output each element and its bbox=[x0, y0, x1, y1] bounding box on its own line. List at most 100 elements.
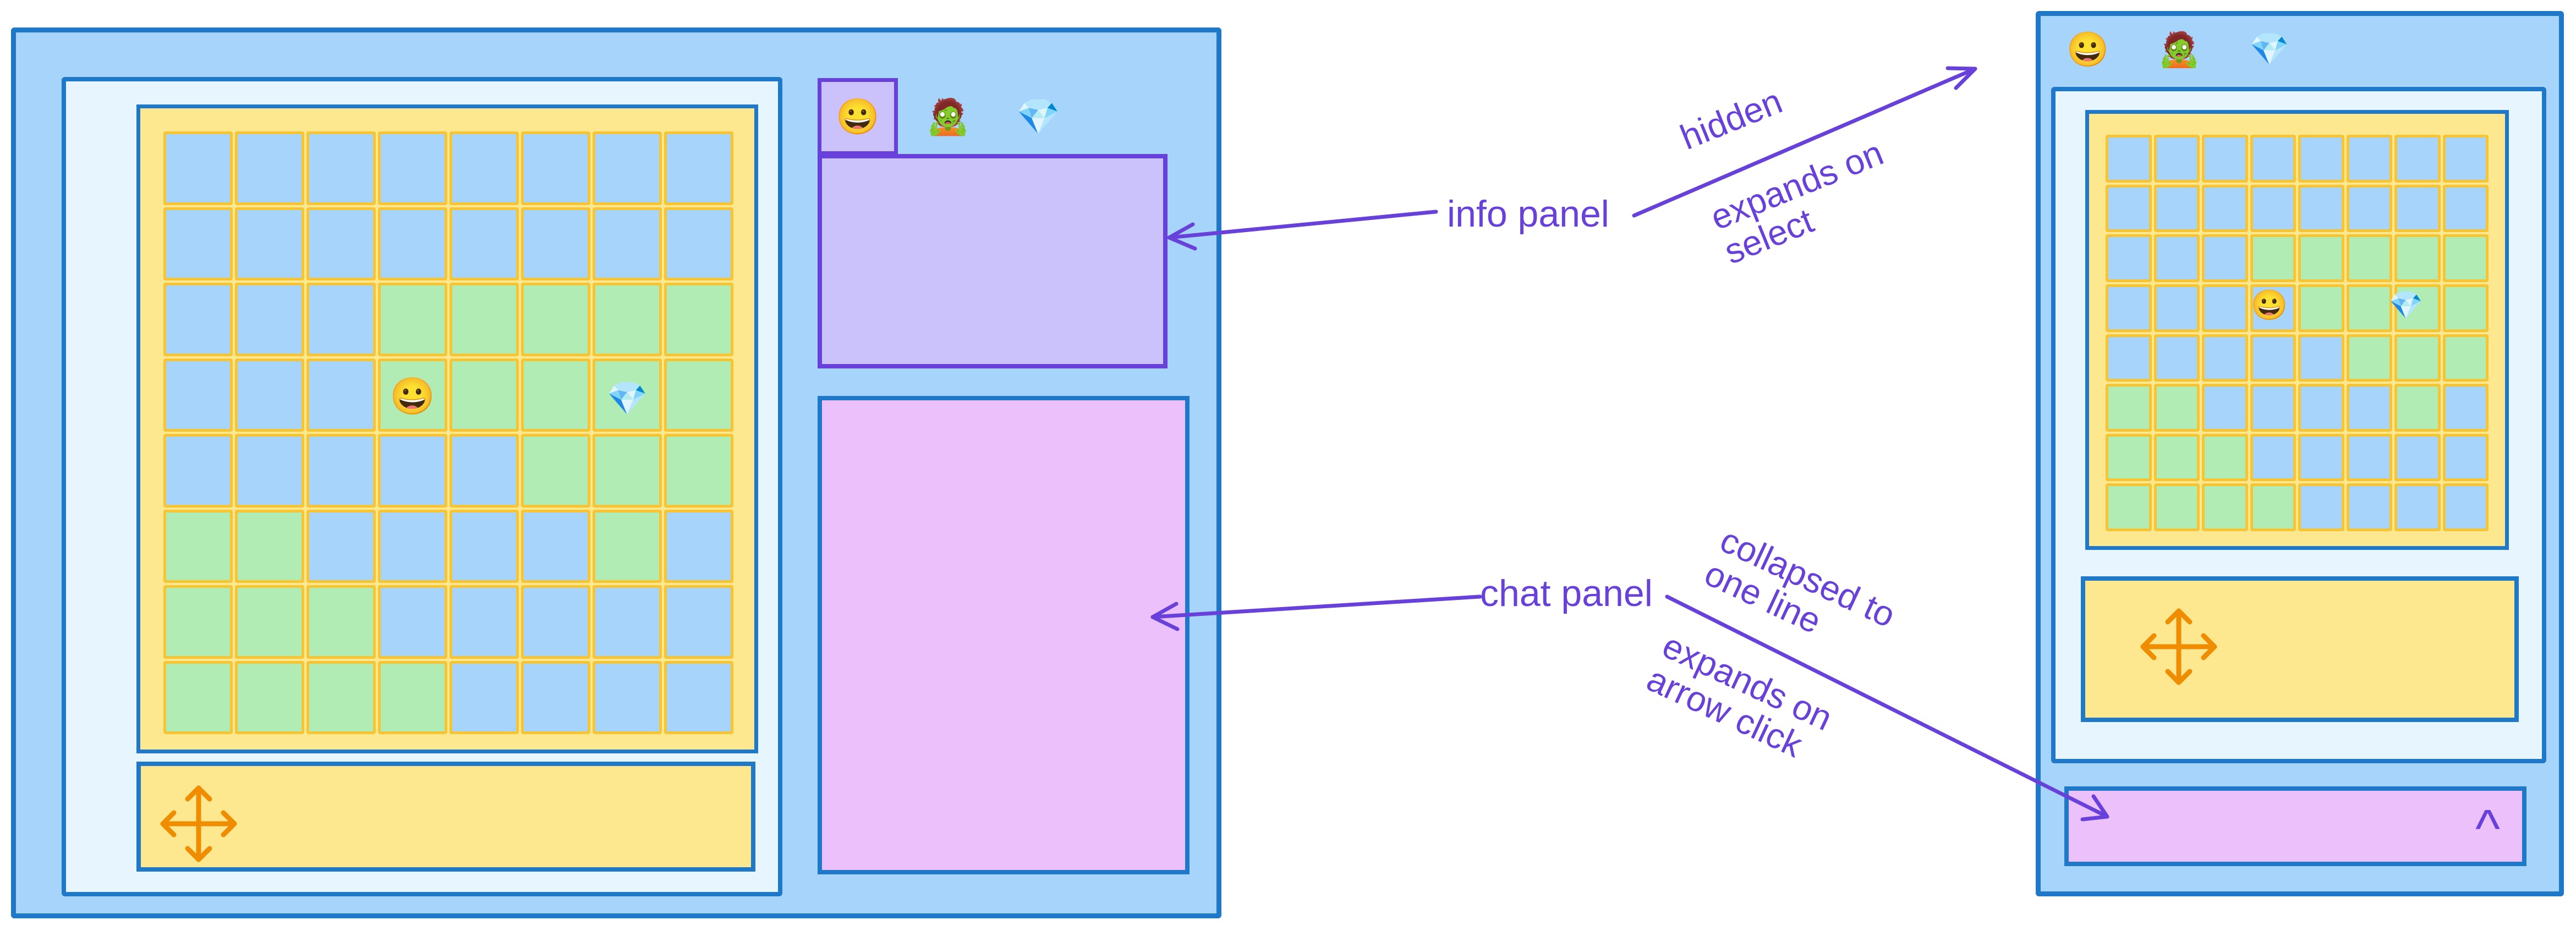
board-cell[interactable] bbox=[664, 131, 733, 205]
board-cell[interactable] bbox=[2153, 483, 2200, 531]
board-cell[interactable] bbox=[2202, 433, 2248, 482]
board-cell[interactable] bbox=[521, 283, 590, 356]
board-cell[interactable] bbox=[306, 283, 376, 356]
board-cell[interactable] bbox=[2442, 234, 2489, 282]
board-cell[interactable] bbox=[306, 358, 376, 432]
board-cell[interactable] bbox=[306, 585, 376, 659]
board-cell[interactable] bbox=[593, 585, 662, 659]
board-cell[interactable] bbox=[163, 434, 233, 508]
board-cell[interactable] bbox=[2153, 135, 2200, 183]
board-cell[interactable] bbox=[2442, 284, 2489, 332]
board-cell[interactable] bbox=[2250, 184, 2296, 233]
board-cell[interactable] bbox=[378, 434, 447, 508]
board-cell[interactable] bbox=[2346, 234, 2392, 282]
board-cell[interactable] bbox=[2346, 334, 2392, 382]
board-cell[interactable] bbox=[306, 509, 376, 583]
board-cell[interactable] bbox=[378, 660, 447, 734]
board-cell[interactable] bbox=[450, 434, 519, 508]
board-cell[interactable] bbox=[2394, 234, 2441, 282]
board-cell[interactable] bbox=[2106, 483, 2152, 531]
board-cell[interactable] bbox=[163, 358, 233, 432]
board-cell[interactable] bbox=[2153, 184, 2200, 233]
move-arrows-icon[interactable] bbox=[157, 783, 240, 865]
board-cell[interactable] bbox=[235, 207, 304, 280]
board-cell[interactable] bbox=[593, 509, 662, 583]
tab-player[interactable]: 😀 bbox=[818, 78, 898, 155]
board-cell[interactable] bbox=[306, 131, 376, 205]
board-cell[interactable] bbox=[2250, 483, 2296, 531]
board-cell[interactable] bbox=[2394, 184, 2441, 233]
board-cell[interactable] bbox=[2346, 184, 2392, 233]
board-cell[interactable] bbox=[2106, 135, 2152, 183]
board-cell[interactable] bbox=[521, 660, 590, 734]
tab-gem[interactable]: 💎 bbox=[998, 78, 1078, 155]
board-cell[interactable] bbox=[2202, 483, 2248, 531]
board-cell[interactable] bbox=[521, 585, 590, 659]
board-cell[interactable] bbox=[235, 131, 304, 205]
board-cell[interactable] bbox=[2202, 135, 2248, 183]
board-cell[interactable] bbox=[2106, 433, 2152, 482]
board-cell[interactable] bbox=[2202, 184, 2248, 233]
board-cell[interactable] bbox=[235, 283, 304, 356]
board-cell[interactable] bbox=[235, 358, 304, 432]
board-cell[interactable] bbox=[2442, 184, 2489, 233]
gem-emoji[interactable]: 💎 bbox=[606, 380, 648, 417]
board-cell[interactable] bbox=[450, 358, 519, 432]
board-cell[interactable] bbox=[2346, 483, 2392, 531]
mobile-tab-zombie[interactable]: 🧟 bbox=[2149, 22, 2210, 77]
mobile-move-arrows-icon[interactable] bbox=[2137, 605, 2220, 688]
mobile-player-emoji[interactable]: 😀 bbox=[2251, 289, 2288, 322]
board-cell[interactable] bbox=[2442, 483, 2489, 531]
board-cell[interactable] bbox=[2202, 284, 2248, 332]
board-cell[interactable] bbox=[593, 358, 662, 432]
board-cell[interactable] bbox=[378, 131, 447, 205]
board-cell[interactable] bbox=[593, 660, 662, 734]
board-cell[interactable] bbox=[2250, 433, 2296, 482]
board-cell[interactable] bbox=[664, 283, 733, 356]
board-cell[interactable] bbox=[2442, 433, 2489, 482]
board-cell[interactable] bbox=[2442, 135, 2489, 183]
board-cell[interactable] bbox=[664, 509, 733, 583]
board-cell[interactable] bbox=[235, 585, 304, 659]
board-cell[interactable] bbox=[2298, 433, 2344, 482]
board-cell[interactable] bbox=[521, 131, 590, 205]
board-cell[interactable] bbox=[2298, 234, 2344, 282]
board-cell[interactable] bbox=[235, 660, 304, 734]
board-cell[interactable] bbox=[378, 358, 447, 432]
board-cell[interactable] bbox=[163, 131, 233, 205]
board-cell[interactable] bbox=[163, 283, 233, 356]
board-cell[interactable] bbox=[235, 434, 304, 508]
board-cell[interactable] bbox=[2106, 284, 2152, 332]
board-cell[interactable] bbox=[521, 358, 590, 432]
board-cell[interactable] bbox=[2394, 284, 2441, 332]
board-cell[interactable] bbox=[2298, 483, 2344, 531]
board-cell[interactable] bbox=[450, 207, 519, 280]
board-cell[interactable] bbox=[2394, 135, 2441, 183]
board-cell[interactable] bbox=[2298, 135, 2344, 183]
board-cell[interactable] bbox=[2202, 334, 2248, 382]
mobile-tab-gem[interactable]: 💎 bbox=[2239, 22, 2300, 77]
board-cell[interactable] bbox=[306, 207, 376, 280]
board-cell[interactable] bbox=[163, 207, 233, 280]
board-cell[interactable] bbox=[593, 131, 662, 205]
board-cell[interactable] bbox=[450, 509, 519, 583]
board-cell[interactable] bbox=[163, 585, 233, 659]
player-emoji[interactable]: 😀 bbox=[390, 376, 436, 416]
board-cell[interactable] bbox=[2153, 433, 2200, 482]
mobile-gem-emoji[interactable]: 💎 bbox=[2388, 290, 2424, 321]
board-cell[interactable] bbox=[2250, 284, 2296, 332]
expand-chat-button[interactable]: ^ bbox=[2475, 798, 2500, 859]
board-cell[interactable] bbox=[521, 434, 590, 508]
board-cell[interactable] bbox=[450, 585, 519, 659]
board-cell[interactable] bbox=[450, 660, 519, 734]
board-cell[interactable] bbox=[2346, 433, 2392, 482]
board-cell[interactable] bbox=[2250, 135, 2296, 183]
board-cell[interactable] bbox=[2106, 184, 2152, 233]
board-cell[interactable] bbox=[2442, 384, 2489, 432]
board-cell[interactable] bbox=[2346, 135, 2392, 183]
board-cell[interactable] bbox=[521, 207, 590, 280]
board-cell[interactable] bbox=[2106, 234, 2152, 282]
board-cell[interactable] bbox=[378, 585, 447, 659]
board-cell[interactable] bbox=[2346, 384, 2392, 432]
board-cell[interactable] bbox=[2250, 334, 2296, 382]
